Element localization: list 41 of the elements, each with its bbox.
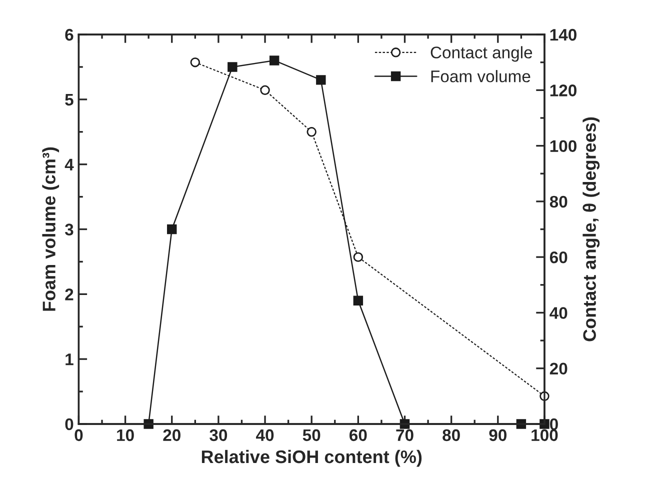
x-tick-label: 30 xyxy=(210,429,228,442)
y2-tick-label: 0 xyxy=(550,418,558,430)
point xyxy=(353,296,364,306)
y2-tick-label: 100 xyxy=(550,140,576,152)
legend-label: Contact angle xyxy=(430,46,532,62)
y-tick-label: 0 xyxy=(65,418,74,430)
x-tick-label: 60 xyxy=(350,429,367,442)
point xyxy=(228,62,238,72)
y2-tick-label: 20 xyxy=(550,362,568,375)
x-tick-label: 0 xyxy=(74,429,83,442)
x-tick-label: 70 xyxy=(396,429,414,442)
y2-tick-label: 40 xyxy=(550,307,568,319)
x-tick-label: 40 xyxy=(256,429,274,442)
y-axis-title: Foam volume (cm³) xyxy=(42,147,60,311)
y2-tick-label: 80 xyxy=(550,196,568,208)
x-tick-label: 20 xyxy=(163,429,180,442)
legend-label: Foam volume xyxy=(431,70,530,82)
y2-axis-title: Contact angle, θ (degrees) xyxy=(582,117,600,342)
point xyxy=(316,75,326,85)
x-tick-label: 10 xyxy=(117,429,134,442)
x-tick-label: 90 xyxy=(489,429,506,442)
point xyxy=(167,224,177,234)
point xyxy=(353,252,364,262)
x-tick-label: 80 xyxy=(442,429,460,442)
point xyxy=(269,56,280,66)
point xyxy=(144,419,154,429)
x-tick-label: 50 xyxy=(302,429,320,442)
x-tick-label: 100 xyxy=(532,429,558,442)
y2-tick-label: 140 xyxy=(550,28,576,41)
x-axis-title: Relative SiOH content (%) xyxy=(202,450,422,467)
point xyxy=(306,127,316,137)
y-tick-label: 6 xyxy=(65,28,74,41)
point xyxy=(190,57,200,68)
y-tick-label: 3 xyxy=(64,224,74,236)
y2-tick-label: 60 xyxy=(550,251,568,264)
y-tick-label: 4 xyxy=(64,158,74,170)
point xyxy=(260,85,270,96)
y2-tick-label: 120 xyxy=(550,84,576,96)
y-tick-label: 5 xyxy=(65,94,74,106)
y-tick-label: 1 xyxy=(66,354,74,366)
y-tick-label: 2 xyxy=(65,288,74,300)
